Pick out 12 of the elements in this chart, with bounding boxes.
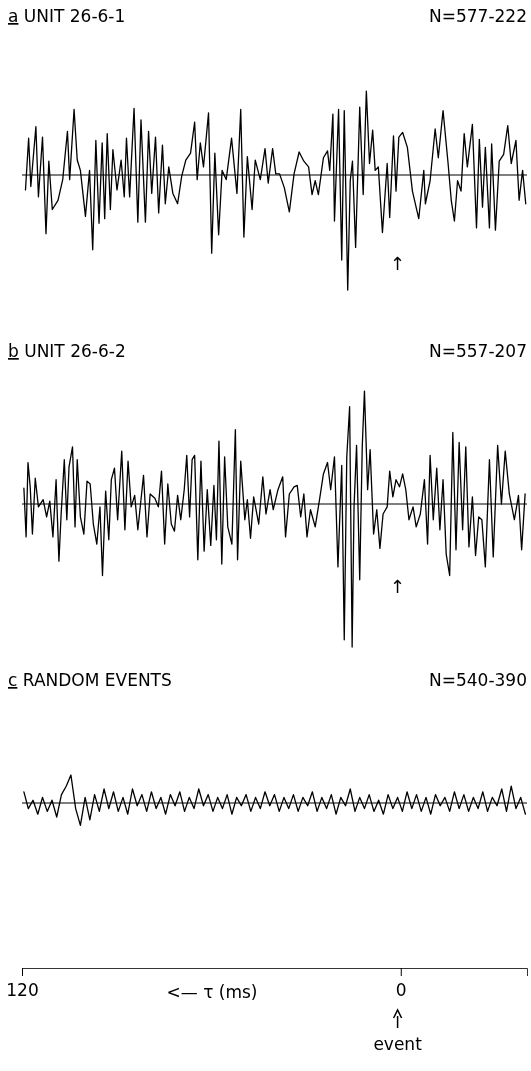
chart-title: c RANDOM EVENTS bbox=[8, 670, 172, 690]
text: event bbox=[373, 1034, 423, 1054]
annotation: ↑ bbox=[390, 576, 406, 597]
x-tick-label: 0 bbox=[395, 980, 407, 1001]
chart-subtitle: N=557-207 bbox=[429, 341, 527, 361]
chart-subtitle: N=540-390 bbox=[429, 670, 527, 690]
chart-title: b UNIT 26-6-2 bbox=[8, 341, 126, 361]
annotation: ↑ bbox=[390, 253, 406, 274]
x-tick-label: 120 bbox=[6, 980, 39, 1001]
chart-subtitle: N=577-222 bbox=[429, 6, 527, 26]
x-axis-title: <— τ (ms) bbox=[166, 982, 258, 1002]
chart-title: a UNIT 26-6-1 bbox=[8, 6, 126, 26]
